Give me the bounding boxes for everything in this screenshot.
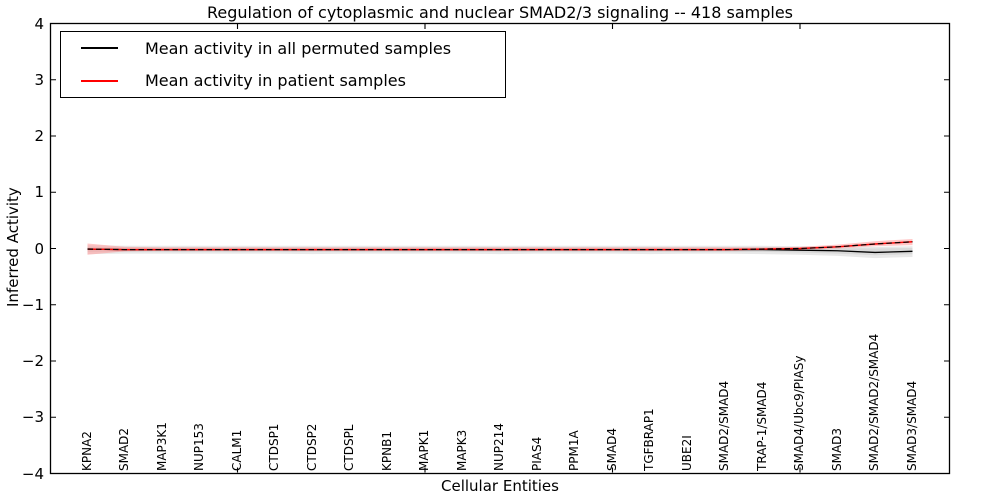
x-tick-label: CTDSP1	[267, 423, 281, 471]
x-tick-label: MAPK3	[454, 429, 469, 471]
legend-line-swatch-permuted	[81, 47, 118, 50]
x-tick-label: SMAD3	[829, 427, 844, 471]
patient-std-band	[87, 238, 913, 255]
legend-line-swatch-patient	[81, 79, 118, 82]
x-tick-label: SMAD2	[117, 427, 131, 471]
y-tick-label: −3	[21, 408, 44, 427]
y-tick-label: −1	[21, 295, 44, 314]
x-tick-label: TGFBRAP1	[642, 408, 656, 471]
patient-dash-overlay	[87, 241, 913, 251]
x-tick-label: SMAD2/SMAD2/SMAD4	[867, 333, 881, 471]
x-tick-label: CTDSP2	[304, 423, 319, 471]
legend-label: Mean activity in all permuted samples	[145, 38, 452, 58]
x-tick-label: KPNB1	[379, 431, 394, 471]
y-tick-label: 4	[34, 14, 44, 33]
x-tick-label: MAPK1	[417, 429, 431, 471]
x-tick-label: CTDSPL	[342, 424, 356, 472]
x-tick-label: NUP214	[492, 423, 506, 471]
x-tick-label: MAP3K1	[154, 422, 169, 471]
x-tick-label: TRAP-1/SMAD4	[754, 381, 769, 471]
legend-item-permuted: Mean activity in all permuted samples	[61, 34, 505, 62]
x-tick-label: PPM1A	[567, 430, 581, 471]
x-axis-label: Cellular Entities	[441, 477, 559, 495]
chart-title: Regulation of cytoplasmic and nuclear SM…	[206, 3, 794, 22]
y-tick-label: −2	[21, 352, 44, 370]
x-tick-label: PIAS4	[529, 436, 544, 471]
axes-frame	[49, 22, 951, 475]
x-tick-label: NUP153	[192, 423, 206, 471]
x-tick-label: UBE2I	[679, 435, 694, 471]
x-tick-label: SMAD4/Ubc9/PIASy	[792, 355, 806, 471]
x-tick-label: SMAD2/SMAD4	[717, 380, 731, 471]
x-tick-label: CALM1	[229, 429, 244, 471]
y-tick-label: 2	[34, 127, 44, 145]
x-tick-label: SMAD4	[604, 427, 619, 471]
legend-item-patient: Mean activity in patient samples	[61, 67, 505, 95]
x-tick-label: SMAD3/SMAD4	[904, 380, 919, 471]
y-tick-label: 1	[34, 183, 44, 202]
legend-label: Mean activity in patient samples	[145, 71, 406, 91]
y-tick-label: 0	[34, 239, 44, 258]
x-tick-label: KPNA2	[79, 431, 94, 471]
y-tick-label: −4	[21, 464, 44, 483]
legend-box: Mean activity in all permuted samples Me…	[60, 31, 506, 98]
y-tick-label: 3	[34, 70, 44, 89]
